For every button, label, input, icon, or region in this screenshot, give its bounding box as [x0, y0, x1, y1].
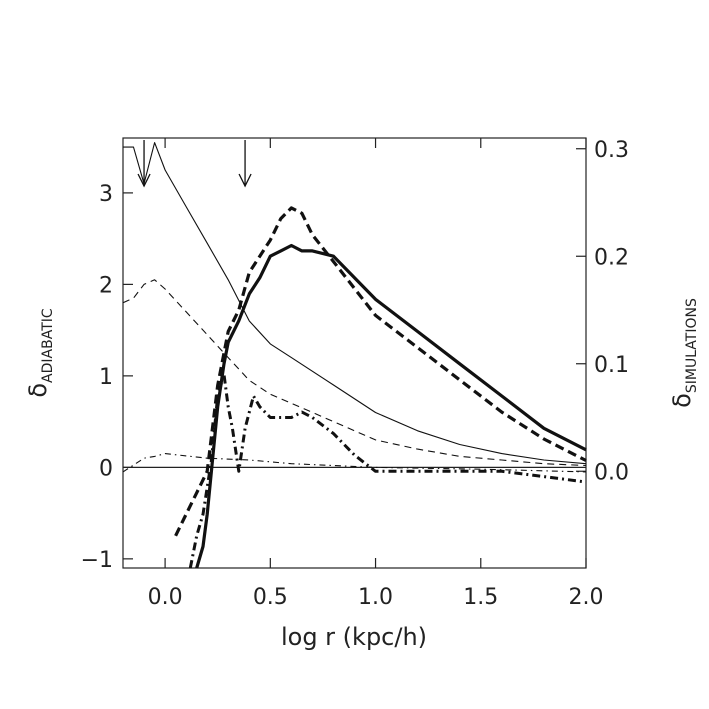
plot-frame: [122, 137, 587, 569]
series-layer: [122, 142, 587, 569]
x-tick-label-4: 2.0: [569, 585, 604, 610]
y-right-tick-label-1: 0.1: [594, 353, 629, 378]
y-left-subscript: ADIABATIC: [40, 308, 56, 383]
ticks: 0.0 0.5 1.0 1.5 2.0 −1 0 1 2 3 0.0 0.1 0.2 0.3: [81, 138, 629, 610]
series-line-3: [195, 243, 587, 569]
y-left-tick-label-2: 1: [99, 365, 113, 390]
arrows: [137, 140, 252, 188]
y-left-symbol: δ: [24, 383, 52, 398]
x-axis-label: log r (kpc/h): [281, 623, 427, 651]
series-line-4: [174, 206, 587, 537]
series-line-1: [122, 279, 587, 467]
arrow-head-0: [137, 173, 151, 188]
series-line-5: [188, 373, 587, 569]
y-left-tick-label-1: 0: [99, 456, 113, 481]
y-right-tick-label-2: 0.2: [594, 245, 629, 270]
y-left-tick-label-3: 2: [99, 273, 113, 298]
y-left-tick-label-4: 3: [99, 182, 113, 207]
y-left-axis-label: δADIABATIC: [24, 308, 56, 398]
x-tick-label-3: 1.5: [463, 585, 498, 610]
y-right-subscript: SIMULATIONS: [684, 298, 700, 393]
y-right-axis-label: δSIMULATIONS: [668, 298, 700, 408]
y-right-tick-label-3: 0.3: [594, 138, 629, 163]
x-tick-label-1: 0.5: [253, 585, 288, 610]
arrow-head-1: [238, 173, 252, 188]
x-tick-label-2: 1.0: [358, 585, 393, 610]
series-line-2: [122, 453, 587, 473]
y-left-tick-label-0: −1: [81, 548, 113, 573]
x-tick-label-0: 0.0: [148, 585, 183, 610]
series-line-0: [123, 142, 587, 465]
y-right-tick-label-0: 0.0: [594, 460, 629, 485]
y-right-symbol: δ: [668, 393, 696, 408]
